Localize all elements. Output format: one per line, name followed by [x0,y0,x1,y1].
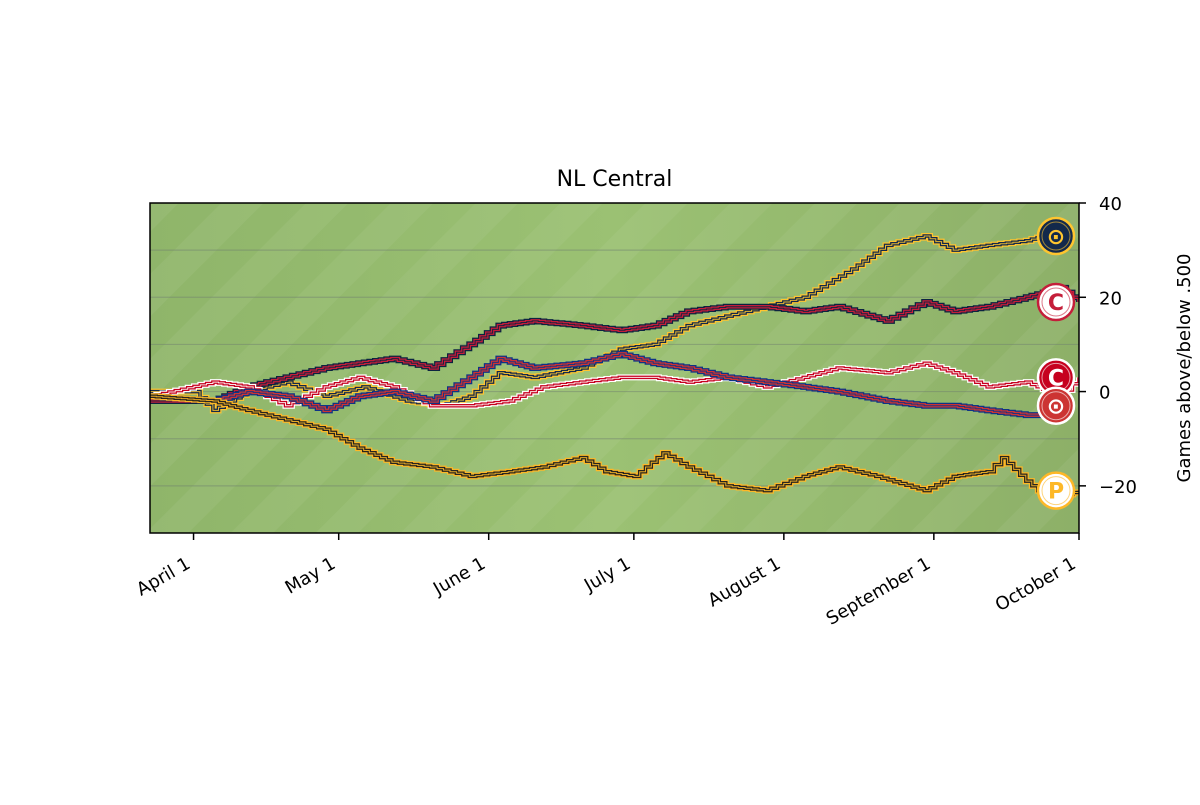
series-line-center [150,287,1079,402]
x-axis: April 1 May 1 June 1 July 1 August 1 Septembe… [133,533,1080,630]
svg-text:⊙: ⊙ [1047,225,1065,250]
svg-text:C: C [1048,366,1064,391]
svg-text:C: C [1048,291,1064,316]
cubs-logo-icon: ⊙ [1036,386,1076,425]
svg-text:⊙: ⊙ [1047,395,1065,420]
plot-frame [149,202,1080,534]
pirates-logo-icon: P [1036,471,1076,510]
brewers-logo-icon: ⊙ [1036,216,1076,256]
y-tick-label: 20 [1099,288,1122,309]
plot-background [150,203,1079,533]
cardinals-logo-icon: C [1036,282,1076,322]
series-brewers [150,229,1063,414]
grid-lines [150,203,1079,533]
y-tick-label: 0 [1099,383,1110,404]
series-line-center [150,231,1061,411]
series-cardinals [150,284,1079,404]
x-tick-label: September 1 [823,553,935,630]
y-tick-label: 40 [1099,194,1122,215]
x-tick-label: July 1 [580,553,634,596]
x-tick-label: August 1 [704,553,784,611]
y-tick-label: −20 [1099,477,1137,498]
series-cubs [150,350,1060,419]
x-tick-label: May 1 [282,553,340,598]
series-line-center [150,395,1079,501]
svg-text:P: P [1048,480,1064,505]
series-line-center [150,353,1060,416]
series-lines [150,229,1079,503]
reds-logo-icon: C [1036,358,1076,397]
y-axis: −20 0 20 40 [1079,194,1137,498]
x-tick-label: October 1 [992,553,1080,616]
series-pirates [150,393,1079,503]
y-axis-label: Games above/below .500 [1174,254,1195,483]
chart-title: NL Central [557,167,673,192]
team-logos: ⊙ C C ⊙ P [1036,216,1076,510]
x-tick-label: April 1 [133,553,194,600]
x-tick-label: June 1 [429,553,489,600]
